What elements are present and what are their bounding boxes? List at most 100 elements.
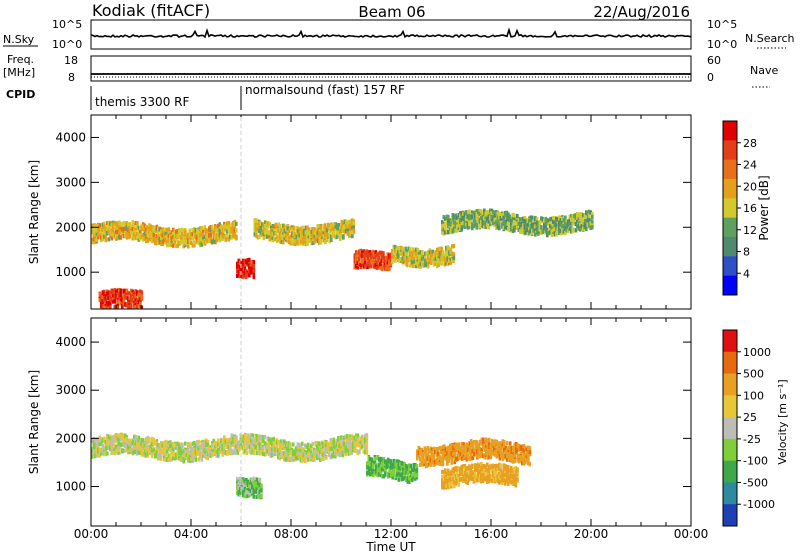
data-cell <box>142 224 145 229</box>
data-cell <box>304 230 308 235</box>
data-cell <box>223 448 226 453</box>
data-cell <box>268 229 272 234</box>
data-cell <box>106 226 109 231</box>
data-cell <box>365 449 369 454</box>
data-cell <box>98 441 102 447</box>
data-cell <box>287 441 291 446</box>
data-cell <box>407 258 411 263</box>
data-cell <box>306 230 309 235</box>
data-cell <box>334 445 337 450</box>
data-cell <box>253 232 257 237</box>
data-cell <box>406 252 409 257</box>
data-cell <box>391 465 395 470</box>
data-cell <box>304 458 307 464</box>
data-cell <box>324 239 327 245</box>
data-cell <box>149 444 153 449</box>
data-cell <box>453 456 457 461</box>
data-cell <box>116 436 120 441</box>
data-cell <box>565 227 569 232</box>
data-cell <box>340 443 343 448</box>
data-cell <box>502 225 506 230</box>
data-cell <box>523 216 527 221</box>
data-cell <box>420 461 424 466</box>
data-cell <box>292 449 295 454</box>
data-cell <box>375 467 378 472</box>
data-cell <box>424 262 427 267</box>
data-cell <box>419 258 423 263</box>
data-cell <box>290 453 294 458</box>
data-cell <box>112 229 115 234</box>
data-cell <box>317 446 321 452</box>
data-cell <box>359 436 363 441</box>
data-cell <box>122 231 126 236</box>
data-cell <box>136 232 139 237</box>
data-cell <box>172 442 175 447</box>
data-cell <box>306 233 309 238</box>
data-cell <box>534 224 537 229</box>
data-cell <box>262 236 266 241</box>
data-cell <box>412 475 416 480</box>
data-cell <box>178 230 181 235</box>
data-cell <box>352 440 355 445</box>
data-cell <box>224 223 228 229</box>
data-cell <box>394 460 398 465</box>
data-cell <box>104 446 108 451</box>
data-cell <box>379 262 382 267</box>
data-cell <box>425 454 428 460</box>
data-cell <box>340 435 343 440</box>
data-cell <box>453 220 456 225</box>
data-cell <box>100 437 103 442</box>
data-cell <box>313 236 317 241</box>
data-cell <box>457 223 461 228</box>
data-cell <box>394 257 397 262</box>
data-cell <box>175 234 178 239</box>
data-cell <box>586 218 590 223</box>
data-cell <box>130 442 133 447</box>
data-cell <box>161 447 165 452</box>
data-cell <box>528 227 531 232</box>
data-cell <box>405 465 408 470</box>
data-cell <box>115 448 118 453</box>
data-cell <box>118 441 121 446</box>
data-cell <box>431 249 435 254</box>
data-cell <box>178 446 181 451</box>
data-cell <box>128 444 132 449</box>
data-cell <box>127 300 130 305</box>
data-cell <box>434 256 438 261</box>
data-cell <box>384 459 387 464</box>
data-cell <box>403 469 407 474</box>
data-cell <box>547 231 551 236</box>
data-cell <box>214 444 217 449</box>
data-cell <box>410 256 414 261</box>
data-cell <box>567 221 570 226</box>
data-cell <box>396 473 399 478</box>
data-cell <box>591 212 594 217</box>
data-cell <box>101 290 105 295</box>
data-cell <box>311 441 315 447</box>
data-cell <box>92 229 96 234</box>
data-cell <box>161 450 165 455</box>
data-cell <box>343 450 346 455</box>
data-cell <box>341 438 345 443</box>
data-cell <box>442 223 446 228</box>
data-cell <box>388 461 392 466</box>
data-cell <box>582 213 585 218</box>
data-cell <box>555 226 558 231</box>
data-cell <box>256 441 259 446</box>
data-cell <box>97 224 100 229</box>
data-cell <box>226 234 229 239</box>
data-cell <box>223 224 226 229</box>
data-cell <box>190 451 193 456</box>
data-cell <box>155 446 159 451</box>
data-cell <box>513 216 516 221</box>
data-cell <box>422 263 426 268</box>
data-cell <box>333 224 336 229</box>
data-cell <box>510 221 513 226</box>
data-cell <box>279 239 282 244</box>
data-cell <box>537 231 540 236</box>
data-cell <box>490 208 494 213</box>
data-cell <box>577 215 581 220</box>
data-cell <box>211 229 214 234</box>
data-cell <box>446 451 449 456</box>
data-cell <box>92 223 96 228</box>
